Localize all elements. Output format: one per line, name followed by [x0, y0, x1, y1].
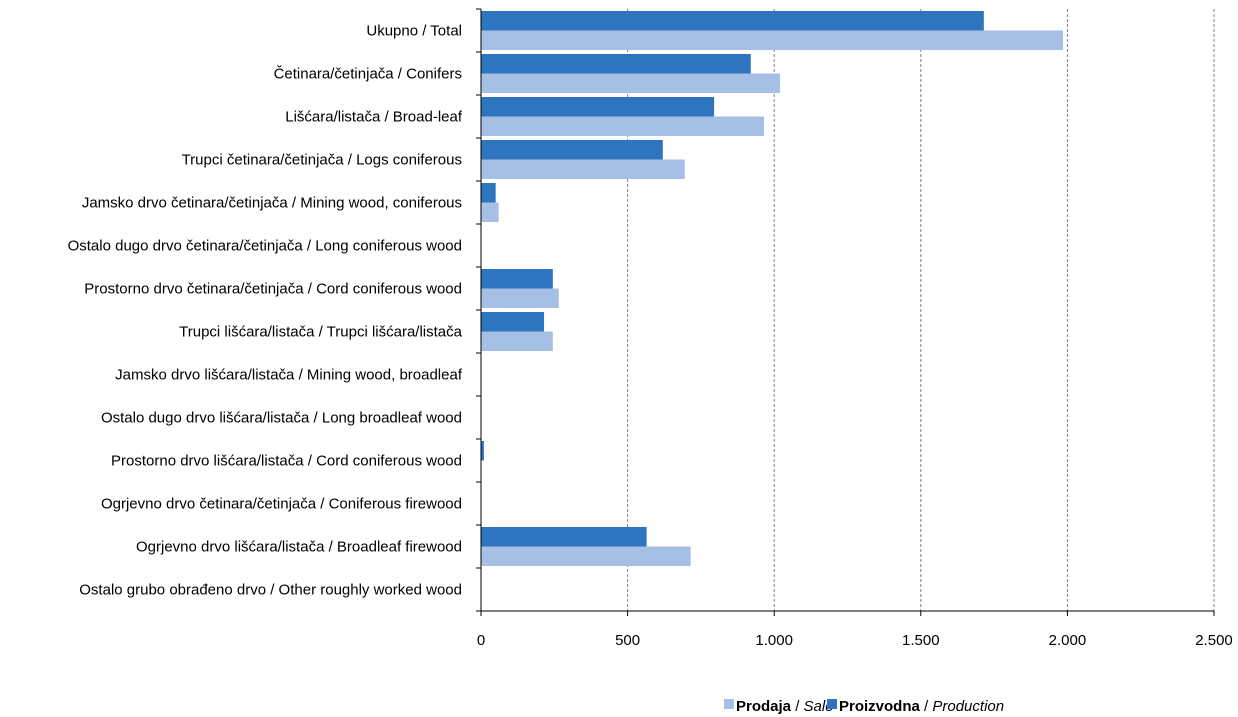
category-label: Prostorno drvo četinara/četinjača / Cord… [84, 281, 462, 298]
category-label: Ukupno / Total [366, 23, 462, 40]
category-label: Ogrjevno drvo lišćara/listača / Broadlea… [136, 539, 462, 556]
bar-sale [481, 202, 499, 222]
legend: Prodaja / Sale Proizvodna / Production [724, 698, 1004, 715]
x-tick-label: 1.500 [902, 632, 940, 649]
bar-sale [481, 73, 781, 93]
axes [476, 8, 1215, 616]
gridlines [627, 9, 1215, 611]
x-tick-label: 1.000 [755, 632, 793, 649]
category-label: Četinara/četinjača / Conifers [274, 66, 462, 83]
bar-production [481, 312, 545, 332]
bar-sale [481, 288, 559, 308]
category-label: Ostalo dugo drvo lišćara/listača / Long … [101, 410, 462, 427]
bar-sale [481, 546, 691, 566]
category-label: Jamsko drvo lišćara/listača / Mining woo… [115, 367, 463, 384]
legend-label: Proizvodna / Production [839, 698, 1004, 715]
category-label: Ostalo dugo drvo četinara/četinjača / Lo… [68, 238, 462, 255]
bar-sale [481, 116, 764, 136]
category-label: Trupci lišćara/listača / Trupci lišćara/… [179, 324, 463, 341]
category-label: Prostorno drvo lišćara/listača / Cord co… [111, 453, 462, 470]
bar-sale [481, 331, 553, 351]
category-label: Trupci četinara/četinjača / Logs conifer… [182, 152, 462, 169]
category-label: Jamsko drvo četinara/četinjača / Mining … [82, 195, 462, 212]
x-tick-label: 2.000 [1049, 632, 1087, 649]
bar-production [481, 11, 984, 31]
x-tick-labels: 0 500 1.000 1.500 2.000 2.500 [477, 632, 1233, 649]
bar-production [481, 140, 663, 160]
category-label: Lišćara/listača / Broad-leaf [285, 109, 463, 126]
bar-production [481, 183, 496, 203]
legend-label: Prodaja / Sale [736, 698, 834, 715]
bar-production [481, 54, 751, 74]
bar-production [481, 441, 484, 461]
legend-swatch [827, 699, 837, 709]
bar-production [481, 527, 647, 547]
x-tick-label: 2.500 [1195, 632, 1233, 649]
category-labels: Ukupno / Total Četinara/četinjača / Conif… [68, 23, 463, 599]
bar-sale [481, 159, 685, 179]
x-tick-label: 0 [477, 632, 485, 649]
legend-swatch [724, 699, 734, 709]
bars [481, 11, 1064, 566]
bar-sale [481, 30, 1064, 50]
bar-production [481, 97, 715, 117]
category-label: Ogrjevno drvo četinara/četinjača / Conif… [101, 496, 462, 513]
category-label: Ostalo grubo obrađeno drvo / Other rough… [79, 582, 462, 599]
x-tick-label: 500 [615, 632, 640, 649]
bar-production [481, 269, 553, 289]
